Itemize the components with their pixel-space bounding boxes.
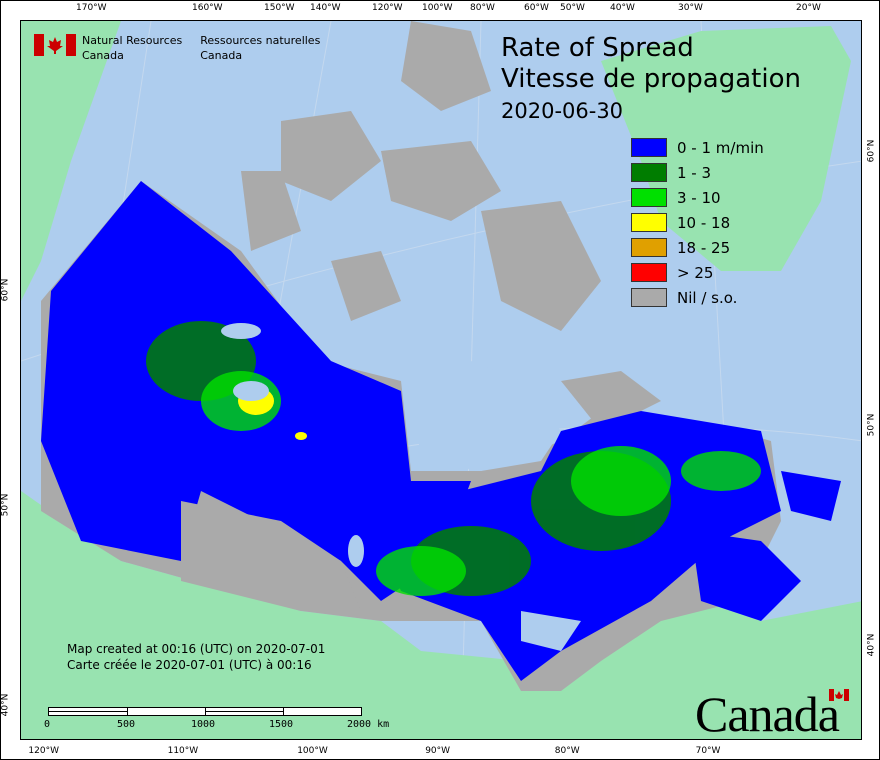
- alaska-land: [21, 21, 121, 301]
- map-title: Rate of Spread Vitesse de propagation: [501, 33, 801, 95]
- spread-class-3-10: [201, 371, 761, 596]
- legend-label: 0 - 1 m/min: [677, 138, 764, 157]
- legend-swatch: [631, 163, 667, 182]
- agency-fr-line2: Canada: [200, 49, 243, 62]
- legend-item: > 25: [631, 260, 764, 285]
- legend-swatch: [631, 288, 667, 307]
- map-graphic: [21, 21, 861, 739]
- legend-swatch: [631, 238, 667, 257]
- legend-item: 10 - 18: [631, 210, 764, 235]
- legend-label: 3 - 10: [677, 188, 721, 207]
- left-tick: 50°N: [0, 493, 11, 517]
- legend-item: 18 - 25: [631, 235, 764, 260]
- top-tick: 120°W: [372, 3, 403, 13]
- hudson-bay: [411, 361, 561, 471]
- united-states-land: [21, 491, 861, 739]
- lakes: [221, 323, 581, 651]
- legend-item: 3 - 10: [631, 185, 764, 210]
- top-tick: 80°W: [470, 3, 495, 13]
- agency-en-line2: Canada: [82, 49, 124, 62]
- legend-item: 0 - 1 m/min: [631, 135, 764, 160]
- agency-fr-line1: Ressources naturelles: [200, 34, 321, 47]
- legend-swatch: [631, 138, 667, 157]
- left-tick: 60°N: [0, 278, 11, 302]
- agency-name-fr: Ressources naturelles Canada: [200, 33, 320, 63]
- agency-name-en: Natural Resources Canada: [82, 33, 182, 63]
- bottom-tick: 120°W: [28, 746, 59, 756]
- canada-flag-icon: [34, 34, 76, 56]
- bottom-tick: 110°W: [167, 746, 199, 756]
- top-tick: 170°W: [76, 3, 107, 13]
- top-tick: 40°W: [610, 3, 635, 13]
- canada-wordmark: Canada: [695, 685, 849, 740]
- scale-unit: km: [377, 719, 390, 730]
- right-tick: 60°N: [866, 139, 877, 163]
- legend-label: > 25: [677, 263, 714, 282]
- nrcan-signature: Natural Resources Canada Ressources natu…: [34, 33, 320, 63]
- top-tick: 150°W: [264, 3, 295, 13]
- legend-label: 1 - 3: [677, 163, 712, 182]
- top-tick: 20°W: [796, 3, 821, 13]
- right-tick: 40°N: [866, 633, 877, 657]
- scale-label: 1000: [191, 719, 216, 730]
- scale-label: 1500: [269, 719, 294, 730]
- top-tick: 60°W: [524, 3, 549, 13]
- legend: 0 - 1 m/min 1 - 3 3 - 10 10 - 18 18 - 25…: [631, 135, 764, 310]
- bottom-tick: 100°W: [297, 746, 328, 756]
- legend-swatch: [631, 213, 667, 232]
- arctic-islands: [241, 21, 661, 431]
- scale-bar: [48, 707, 362, 716]
- legend-label: Nil / s.o.: [677, 288, 738, 307]
- top-tick: 50°W: [560, 3, 585, 13]
- legend-swatch: [631, 263, 667, 282]
- scale-label: 2000: [347, 719, 372, 730]
- no-data-prairies: [181, 501, 361, 611]
- right-tick: 50°N: [866, 413, 877, 437]
- top-tick: 100°W: [422, 3, 453, 13]
- bottom-tick: 90°W: [425, 746, 451, 756]
- legend-item: Nil / s.o.: [631, 285, 764, 310]
- map-canvas[interactable]: Natural Resources Canada Ressources natu…: [20, 20, 862, 740]
- top-tick: 140°W: [310, 3, 341, 13]
- created-en: Map created at 00:16 (UTC) on 2020-07-01: [67, 642, 326, 656]
- wordmark-text: Canada: [695, 686, 840, 740]
- legend-item: 1 - 3: [631, 160, 764, 185]
- wordmark-flag-icon: [829, 689, 849, 701]
- map-date: 2020-06-30: [501, 99, 624, 123]
- title-en: Rate of Spread: [501, 33, 694, 63]
- creation-note: Map created at 00:16 (UTC) on 2020-07-01…: [67, 641, 325, 673]
- created-fr: Carte créée le 2020-07-01 (UTC) à 00:16: [67, 658, 312, 672]
- scale-label: 500: [117, 719, 136, 730]
- left-tick: 40°N: [0, 693, 11, 717]
- bottom-tick: 70°W: [695, 746, 721, 756]
- agency-en-line1: Natural Resources: [82, 34, 183, 47]
- legend-label: 10 - 18: [677, 213, 731, 232]
- scale-label-max: 2000 km: [347, 719, 389, 730]
- top-tick: 160°W: [192, 3, 223, 13]
- bottom-tick: 80°W: [554, 746, 580, 756]
- legend-label: 18 - 25: [677, 238, 731, 257]
- top-tick: 30°W: [678, 3, 703, 13]
- title-fr: Vitesse de propagation: [501, 64, 801, 94]
- greenland-land: [601, 26, 851, 271]
- scale-label: 0: [44, 719, 51, 730]
- legend-swatch: [631, 188, 667, 207]
